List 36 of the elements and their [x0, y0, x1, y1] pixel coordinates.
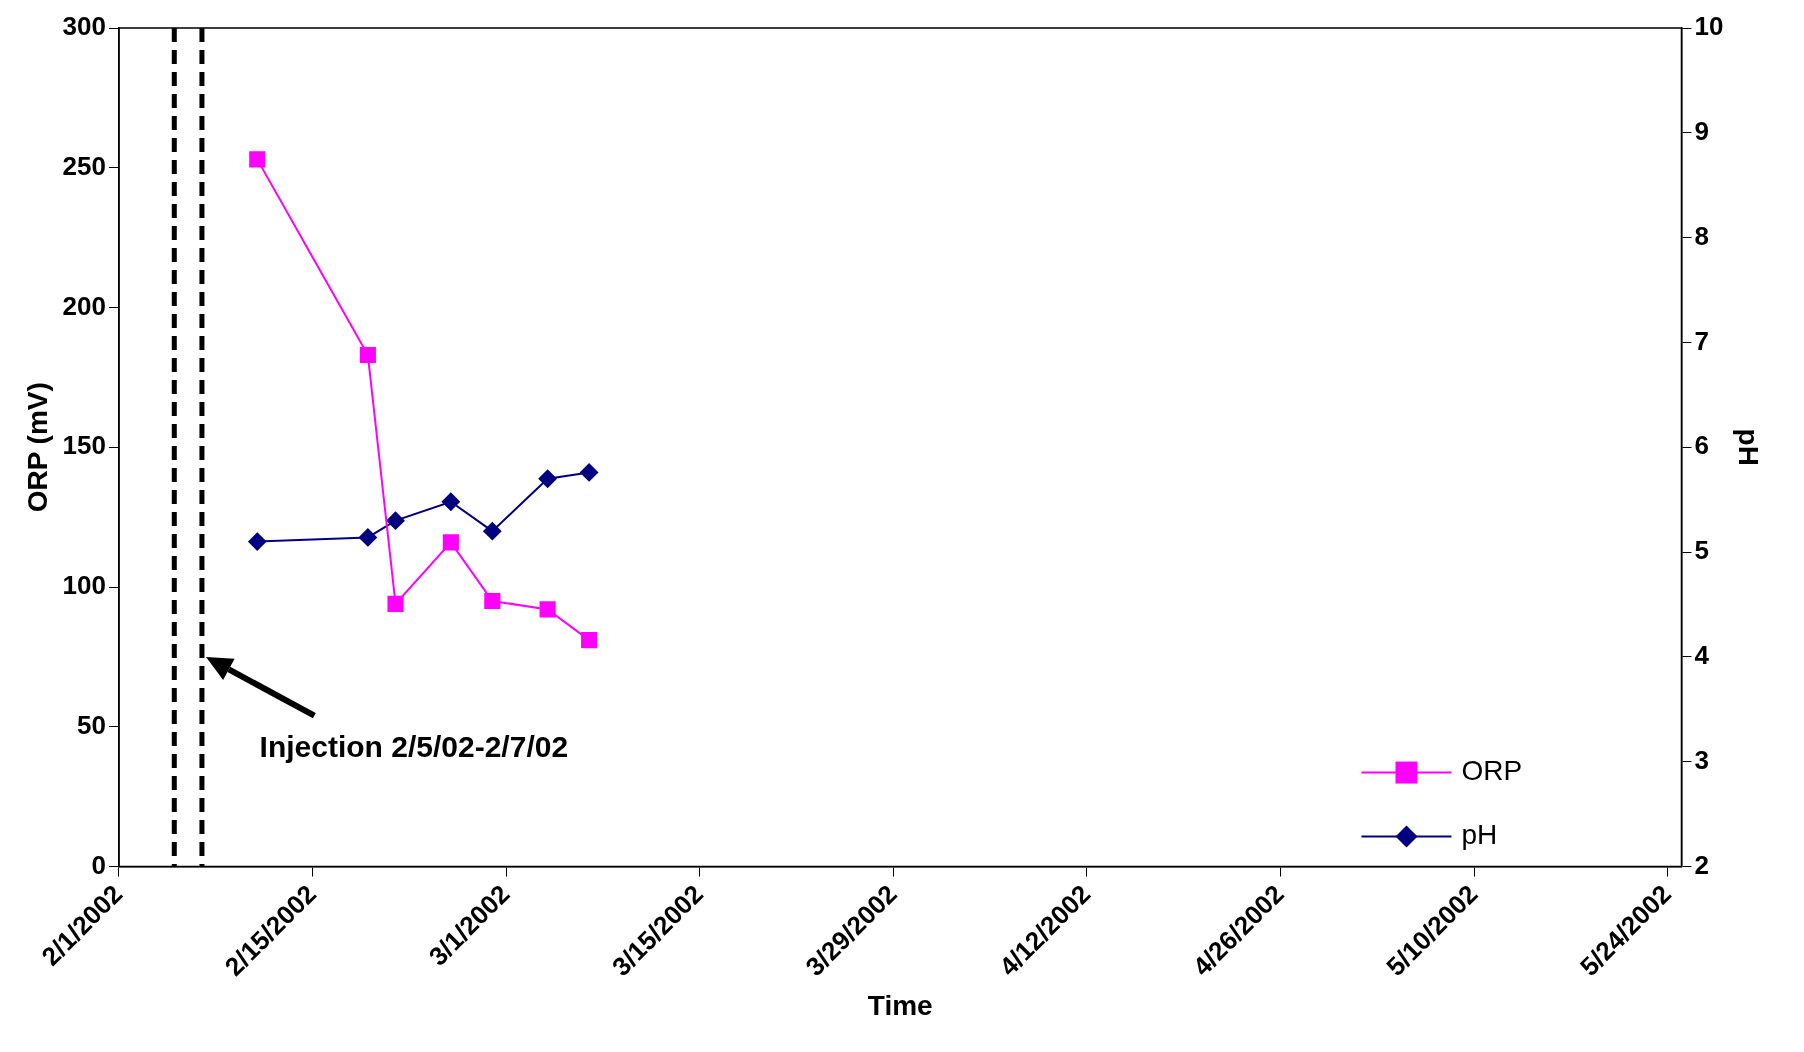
point: [580, 463, 599, 482]
point: [248, 532, 267, 551]
point: [538, 469, 557, 488]
y-tick-label: 150: [62, 430, 106, 461]
point: [249, 151, 266, 168]
annotation: Injection 2/5/02-2/7/02: [259, 730, 569, 764]
y-tick-label: 0: [91, 849, 106, 880]
point: [442, 534, 459, 551]
y-tick-label: 50: [77, 709, 106, 740]
y2-tick-label: 9: [1694, 115, 1709, 146]
y2-tick-label: 3: [1694, 744, 1709, 775]
x-axis-title: Time: [867, 989, 933, 1021]
y-tick-label: 200: [62, 290, 106, 321]
y2-tick-label: 7: [1694, 325, 1709, 356]
point: [484, 592, 501, 610]
y2-tick-label: 8: [1694, 220, 1709, 251]
y2-tick-label: 4: [1694, 640, 1710, 671]
point: [386, 511, 405, 530]
point: [581, 632, 598, 649]
y2-tick-label: 5: [1694, 535, 1709, 566]
point: [539, 601, 556, 618]
y2-tick-label: 6: [1694, 430, 1709, 461]
legend-label: ORP: [1461, 755, 1523, 787]
point: [441, 492, 460, 511]
point: [387, 595, 404, 612]
y-axis-title: ORP (mV): [21, 382, 53, 513]
y2-tick-label: 10: [1694, 11, 1724, 42]
y-tick-label: 300: [62, 11, 106, 42]
y2-axis-title: pH: [1733, 428, 1765, 466]
legend-label: pH: [1461, 819, 1498, 851]
point: [358, 528, 377, 547]
y-tick-label: 100: [62, 570, 106, 601]
point: [359, 346, 376, 364]
point: [483, 522, 502, 541]
y-tick-label: 250: [62, 150, 106, 181]
y2-tick-label: 2: [1694, 849, 1709, 880]
